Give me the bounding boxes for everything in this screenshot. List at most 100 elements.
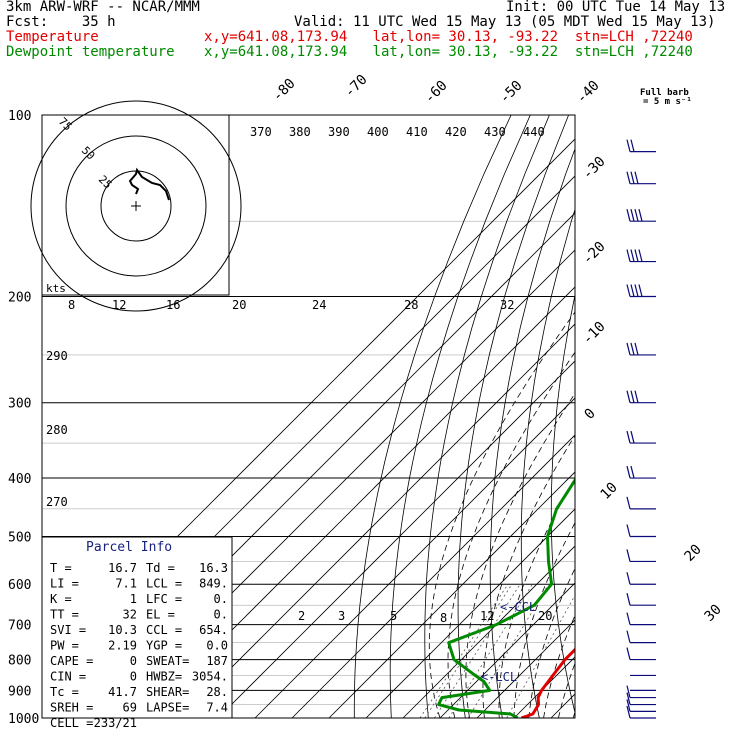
low-mixing-ratio-label: 20 <box>538 609 552 623</box>
hodograph-ring <box>30 100 242 312</box>
low-mixing-ratio-label: 2 <box>298 609 305 623</box>
isotherm-line <box>588 115 740 718</box>
parcel-info-box <box>41 536 233 719</box>
parcel-field-label: Tc = <box>50 685 79 699</box>
parcel-field-value: 10.3 <box>108 623 137 637</box>
wind-barb-flag <box>626 630 631 643</box>
parcel-field-label: SHEAR= <box>146 685 189 699</box>
mixing-ratio-line <box>467 584 549 718</box>
pressure-tick-label: 100 <box>8 109 31 124</box>
parcel-field-label: K = <box>50 592 72 606</box>
hodograph-trace <box>128 167 170 201</box>
wind-barb-flag <box>638 209 643 222</box>
moist-adiabat <box>543 614 575 718</box>
pressure-tick-label: 900 <box>8 684 31 699</box>
barb-legend-label: Full barb <box>640 88 689 98</box>
low-mixing-ratio-label: 5 <box>390 609 397 623</box>
wind-barb-flag <box>626 209 631 222</box>
parcel-field-value: 32 <box>123 608 137 622</box>
theta-side-label: 270 <box>46 495 68 509</box>
pressure-tick-label: 500 <box>8 530 31 545</box>
wind-barb-flag <box>626 699 631 712</box>
wind-barb-flag <box>626 496 631 510</box>
wind-barb-flag <box>626 171 631 184</box>
parcel-field-value: 0.0 <box>206 639 228 653</box>
dewpoint-legend: Dewpoint temperature <box>6 44 175 60</box>
dry-adiabat <box>353 115 512 718</box>
moist-adiabat <box>588 297 740 719</box>
dry-adiabat <box>550 293 575 715</box>
moist-adiabat <box>428 311 575 718</box>
parcel-field-label: SVI = <box>50 623 86 637</box>
dewpoint-location: x,y=641.08,173.94 lat,lon= 30.13, -93.22… <box>204 44 693 60</box>
theta-label: 410 <box>406 125 428 139</box>
hodograph-units-label: kts <box>46 282 66 295</box>
parcel-field-label: CELL = <box>50 716 93 730</box>
mixing-ratio-line <box>419 584 509 718</box>
wind-barb-flag <box>626 524 631 537</box>
pressure-tick-label: 1000 <box>8 712 39 727</box>
isotherm-line <box>625 115 740 718</box>
mixing-ratio-label: 8 <box>68 298 75 312</box>
theta-label: 370 <box>250 125 272 139</box>
temperature-trace <box>520 647 575 718</box>
wind-barb-flag <box>638 284 643 297</box>
mixing-ratio-label: 12 <box>112 298 126 312</box>
isotherm-label: -10 <box>580 319 609 348</box>
forecast-hour: Fcst: 35 h <box>6 14 116 30</box>
parcel-field-label: TT = <box>50 608 79 622</box>
temperature-legend: Temperature <box>6 29 99 45</box>
low-mixing-ratio-label: 12 <box>480 609 494 623</box>
moist-adiabat <box>528 567 575 718</box>
isotherm-label: -40 <box>574 78 603 107</box>
parcel-field-label: CCL = <box>146 623 182 637</box>
parcel-field-label: EL = <box>146 608 175 622</box>
wind-barb-flag <box>626 342 631 356</box>
theta-label: 400 <box>367 125 389 139</box>
dry-adiabat <box>688 115 740 718</box>
theta-label: 420 <box>445 125 467 139</box>
parcel-field-value: 69 <box>123 701 137 715</box>
pressure-tick-label: 200 <box>8 291 31 306</box>
wind-barb-flag <box>630 342 635 356</box>
mixing-ratio-label: 16 <box>166 298 180 312</box>
parcel-field-label: Td = <box>146 561 175 575</box>
mixing-ratio-label: 20 <box>232 298 246 312</box>
moist-adiabat <box>572 710 575 718</box>
wind-barb-flag <box>626 692 631 705</box>
low-mixing-ratio-label: 3 <box>338 609 345 623</box>
parcel-field-label: PW = <box>50 639 79 653</box>
valid-time: Valid: 11 UTC Wed 15 May 13 (05 MDT Wed … <box>294 14 716 30</box>
lcl-marker: <-LCL <box>481 670 517 684</box>
hodograph-ring <box>65 135 207 277</box>
moist-adiabat <box>447 351 575 718</box>
parcel-field-value: 233/21 <box>94 716 137 730</box>
isotherm-line <box>662 115 740 718</box>
mixing-ratio-line <box>506 594 575 718</box>
isotherm-label: -60 <box>422 78 451 107</box>
wind-barb-flag <box>626 685 631 698</box>
wind-barb-flag <box>630 139 635 152</box>
plot-frame <box>41 114 576 719</box>
wind-barb-flag <box>634 342 639 356</box>
isotherm-label: -20 <box>580 239 609 268</box>
theta-label: 440 <box>523 125 545 139</box>
parcel-field-label: LAPSE= <box>146 701 189 715</box>
dry-adiabat <box>389 115 531 718</box>
isotherm-label: -80 <box>270 76 299 105</box>
parcel-field-value: 1 <box>130 592 137 606</box>
isotherm-label: -50 <box>497 78 526 107</box>
wind-barb-flag <box>626 647 631 660</box>
isotherm-line <box>550 693 575 718</box>
wind-barb-flag <box>626 284 631 297</box>
wind-barb-flag <box>630 284 635 297</box>
isotherm-label: -30 <box>580 154 609 183</box>
dry-adiabat <box>424 115 550 718</box>
parcel-field-label: LFC = <box>146 592 182 606</box>
isotherm-line <box>476 619 575 718</box>
parcel-field-label: CAPE = <box>50 654 93 668</box>
theta-label: 430 <box>484 125 506 139</box>
isotherm-line <box>180 323 575 718</box>
parcel-field-value: 16.3 <box>199 561 228 575</box>
moist-adiabat <box>465 392 575 718</box>
